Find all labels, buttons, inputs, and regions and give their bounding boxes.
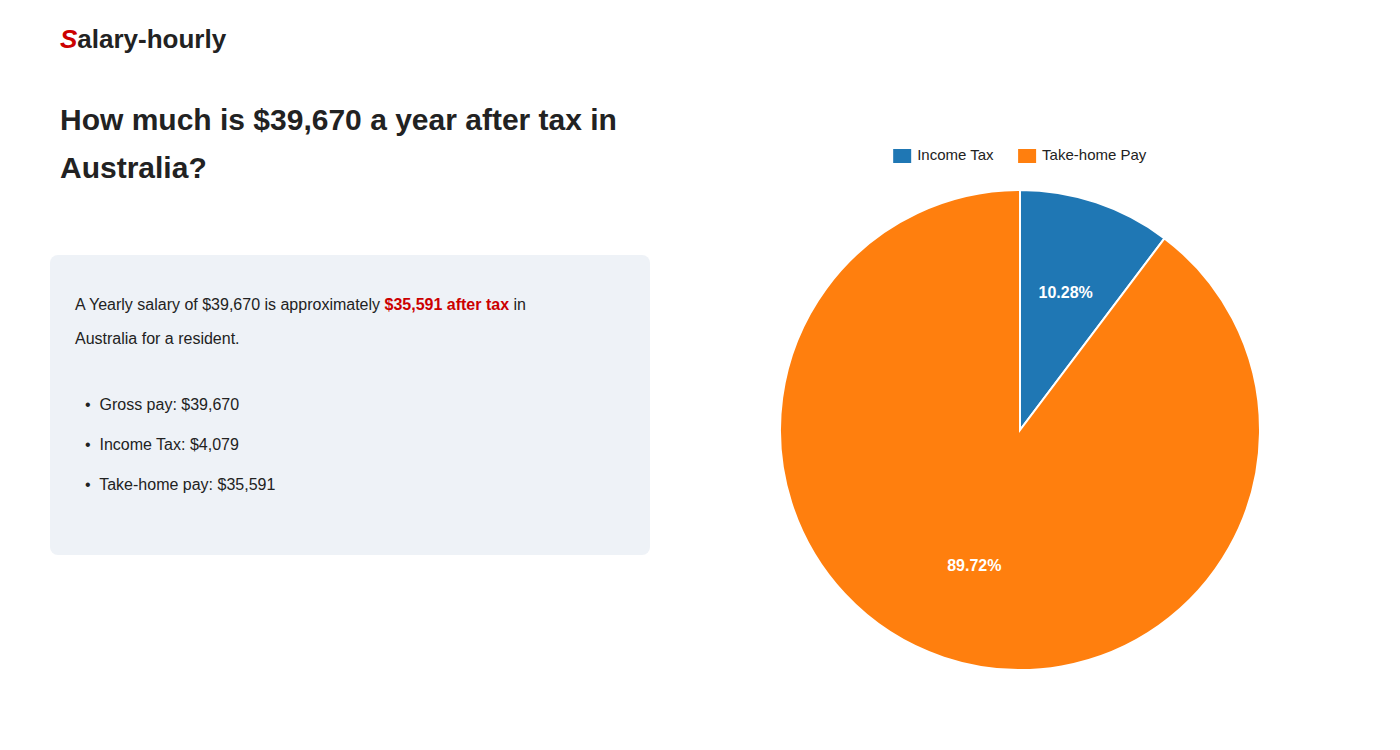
title: How much is $39,670 a year after tax in [60, 103, 617, 136]
pie-slice [780, 190, 1260, 670]
logo: Salary-hourly [60, 24, 227, 54]
summary-text: $35,591 after tax [385, 296, 510, 313]
chart: Salary-hourly How much is $39,670 a year … [0, 0, 1400, 750]
info-box [50, 255, 650, 555]
summary-text: Australia for a resident. [75, 330, 240, 347]
legend-item: Income Tax [893, 146, 994, 163]
bullet-item: • Gross pay: $39,670 [85, 396, 239, 413]
summary-text: in [509, 296, 526, 313]
logo-text: S [60, 24, 78, 54]
data-labels: 10.28% 89.72% [947, 284, 1093, 574]
legend-swatch [893, 149, 911, 163]
title: Australia? [60, 151, 207, 184]
bullet-item: • Income Tax: $4,079 [85, 436, 239, 453]
data-label: 10.28% [1039, 284, 1093, 301]
legend-item: Take-home Pay [1018, 146, 1147, 163]
legend: Income Tax Take-home Pay [893, 146, 1147, 163]
legend-swatch [1018, 149, 1036, 163]
summary-line: A Yearly salary of $39,670 is approximat… [75, 296, 526, 313]
data-label: 89.72% [947, 557, 1001, 574]
bullet-item: • Take-home pay: $35,591 [85, 476, 275, 493]
pie [780, 190, 1260, 670]
legend-label: Income Tax [917, 146, 994, 163]
summary-text: A Yearly salary of $39,670 is approximat… [75, 296, 385, 313]
logo-text: alary-hourly [77, 24, 226, 54]
legend-label: Take-home Pay [1042, 146, 1147, 163]
